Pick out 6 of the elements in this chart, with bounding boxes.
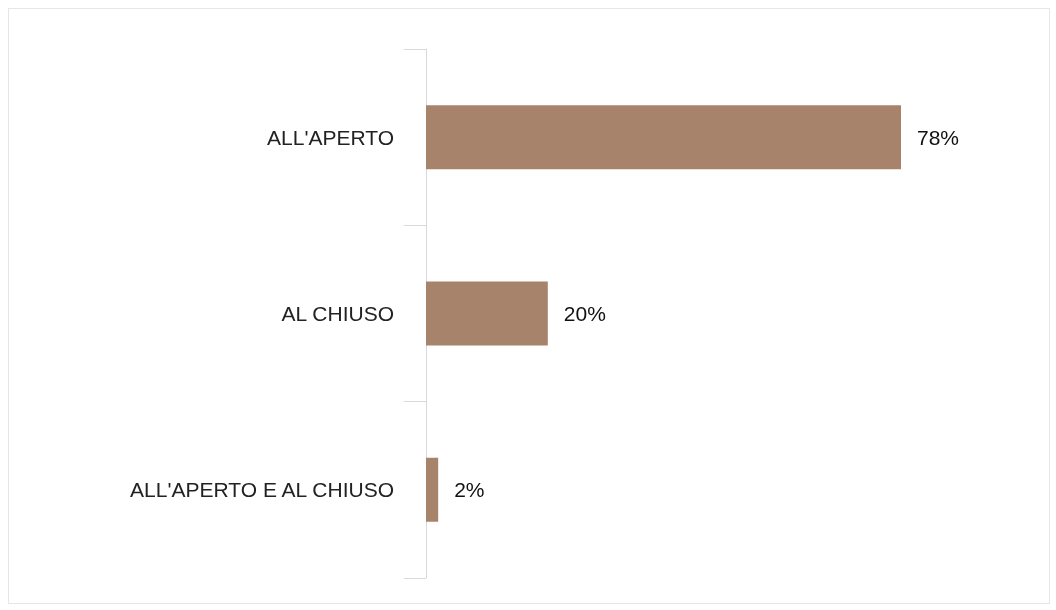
- y-tick-label: AL CHIUSO: [281, 302, 394, 325]
- y-tick-label: ALL'APERTO E AL CHIUSO: [130, 478, 394, 502]
- y-tick-label: ALL'APERTO: [267, 125, 394, 149]
- data-label: 20%: [563, 302, 606, 325]
- data-label: 2%: [454, 478, 485, 502]
- data-label: 78%: [917, 125, 960, 149]
